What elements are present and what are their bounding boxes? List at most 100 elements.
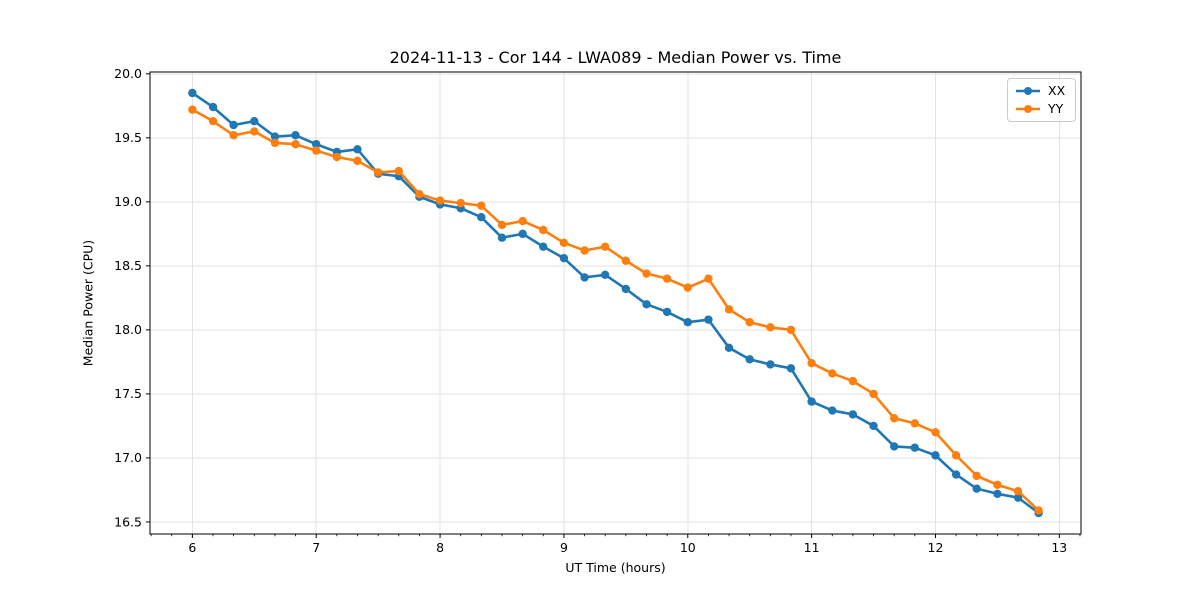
y-tick-label: 20.0 xyxy=(114,66,142,81)
data-point-xx xyxy=(600,270,610,280)
data-point-xx xyxy=(910,443,919,452)
legend-label-xx: XX xyxy=(1048,82,1066,98)
data-point-yy xyxy=(662,274,672,283)
legend-key-xx-icon xyxy=(1016,87,1040,95)
data-point-yy xyxy=(539,225,548,235)
data-point-yy xyxy=(704,274,713,283)
data-point-xx xyxy=(972,484,981,493)
data-point-xx xyxy=(890,442,899,451)
data-point-yy xyxy=(477,201,486,210)
data-point-xx xyxy=(539,242,548,251)
data-point-yy xyxy=(353,156,362,166)
data-point-xx xyxy=(250,116,259,126)
data-point-yy xyxy=(229,131,238,140)
data-point-yy xyxy=(415,189,424,199)
data-point-yy xyxy=(1034,506,1043,515)
data-point-yy xyxy=(270,138,280,148)
data-point-xx xyxy=(931,451,940,460)
data-point-yy xyxy=(291,140,300,149)
legend: XX YY xyxy=(1007,78,1076,122)
data-point-xx xyxy=(497,233,507,242)
x-tick-label: 11 xyxy=(804,540,820,555)
data-point-yy xyxy=(394,166,404,176)
data-point-xx xyxy=(786,364,796,373)
data-point-xx xyxy=(828,406,837,415)
data-point-xx xyxy=(229,120,238,130)
y-tick-label: 17.5 xyxy=(114,386,142,401)
data-point-yy xyxy=(559,238,569,248)
data-point-yy xyxy=(1013,487,1023,496)
data-point-yy xyxy=(828,369,837,378)
data-point-yy xyxy=(910,419,919,428)
data-point-xx xyxy=(477,213,486,222)
data-point-yy xyxy=(683,283,692,292)
data-point-xx xyxy=(869,421,878,431)
legend-entry-xx: XX xyxy=(1015,82,1068,98)
data-point-yy xyxy=(518,216,527,226)
y-tick-label: 17.0 xyxy=(114,450,142,465)
data-point-yy xyxy=(600,242,610,251)
data-point-xx xyxy=(662,307,672,317)
y-tick-label: 18.0 xyxy=(114,322,142,337)
data-point-yy xyxy=(848,376,858,386)
data-point-xx xyxy=(270,132,280,141)
data-point-yy xyxy=(642,269,651,278)
data-point-xx xyxy=(745,355,754,364)
data-point-xx xyxy=(848,410,858,419)
data-point-yy xyxy=(621,256,631,265)
data-point-yy xyxy=(580,246,589,255)
data-point-xx xyxy=(1013,493,1023,502)
data-point-yy xyxy=(890,414,899,423)
data-point-xx xyxy=(291,131,300,140)
data-point-yy xyxy=(786,325,796,335)
data-point-xx xyxy=(951,470,961,479)
data-point-xx xyxy=(807,397,816,406)
y-axis-label-text: Median Power (CPU) xyxy=(80,239,96,367)
x-tick-label: 8 xyxy=(436,540,444,555)
data-point-yy xyxy=(869,389,878,399)
x-axis-label: UT Time (hours) xyxy=(565,560,666,575)
y-tick-label: 18.5 xyxy=(114,258,142,273)
data-point-xx xyxy=(621,284,631,294)
data-point-yy xyxy=(931,428,940,437)
legend-entry-yy: YY xyxy=(1015,100,1068,116)
data-point-yy xyxy=(993,480,1002,490)
x-tick-label: 6 xyxy=(188,540,196,555)
data-point-yy xyxy=(312,146,321,155)
data-point-yy xyxy=(497,220,507,230)
data-point-yy xyxy=(951,451,961,460)
data-point-yy xyxy=(373,168,383,177)
data-point-xx xyxy=(683,318,692,327)
data-point-xx xyxy=(559,253,569,263)
data-point-xx xyxy=(993,489,1002,498)
y-tick-label: 16.5 xyxy=(114,514,142,529)
data-point-yy xyxy=(807,358,816,368)
data-point-yy xyxy=(435,196,445,205)
x-tick-label: 12 xyxy=(928,540,944,555)
y-tick-label: 19.5 xyxy=(114,130,142,145)
data-point-yy xyxy=(724,305,734,314)
data-point-xx xyxy=(642,300,651,309)
data-point-yy xyxy=(208,116,218,126)
data-point-xx xyxy=(704,315,713,324)
data-point-yy xyxy=(188,105,197,114)
data-point-xx xyxy=(724,343,734,353)
data-point-yy xyxy=(972,471,981,481)
data-point-xx xyxy=(518,229,527,239)
data-point-xx xyxy=(580,273,589,282)
x-tick-label: 7 xyxy=(312,540,320,555)
data-point-xx xyxy=(766,360,775,369)
data-point-xx xyxy=(188,88,197,98)
x-tick-label: 9 xyxy=(560,540,568,555)
data-point-yy xyxy=(456,198,465,208)
data-point-xx xyxy=(312,140,321,149)
legend-label-yy: YY xyxy=(1048,100,1064,116)
legend-key-yy-icon xyxy=(1016,105,1040,113)
plot-border xyxy=(149,71,1082,535)
data-point-xx xyxy=(208,102,218,112)
chart-title: 2024-11-13 - Cor 144 - LWA089 - Median P… xyxy=(389,48,842,67)
data-point-yy xyxy=(766,323,775,332)
x-tick-label: 10 xyxy=(680,540,696,555)
